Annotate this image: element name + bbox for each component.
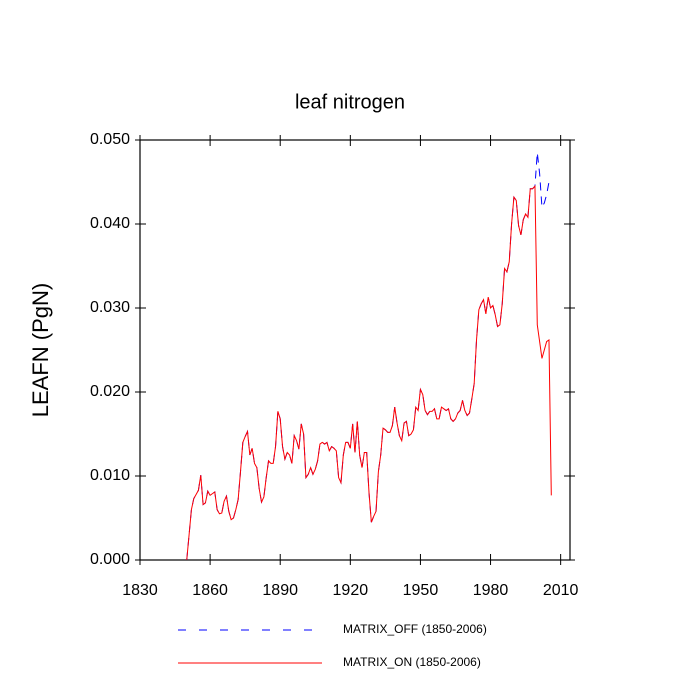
y-axis-label: LEAFN (PgN) <box>28 283 53 417</box>
chart-title: leaf nitrogen <box>295 91 405 113</box>
y-tick-label: 0.020 <box>90 383 130 400</box>
x-tick-label: 1950 <box>403 582 439 599</box>
y-tick-label: 0.050 <box>90 131 130 148</box>
y-tick-label: 0.010 <box>90 467 130 484</box>
y-tick-label: 0.040 <box>90 215 130 232</box>
legend-label: MATRIX_ON (1850-2006) <box>343 655 481 669</box>
y-tick-label: 0.000 <box>90 551 130 568</box>
x-tick-label: 1890 <box>262 582 298 599</box>
legend-label: MATRIX_OFF (1850-2006) <box>343 622 487 636</box>
plot-frame <box>139 139 571 561</box>
series-line <box>186 184 552 561</box>
x-tick-label: 2010 <box>543 582 579 599</box>
y-tick-label: 0.030 <box>90 299 130 316</box>
x-tick-label: 1980 <box>473 582 509 599</box>
x-tick-label: 1830 <box>122 582 158 599</box>
x-tick-label: 1920 <box>333 582 369 599</box>
x-tick-label: 1860 <box>192 582 228 599</box>
